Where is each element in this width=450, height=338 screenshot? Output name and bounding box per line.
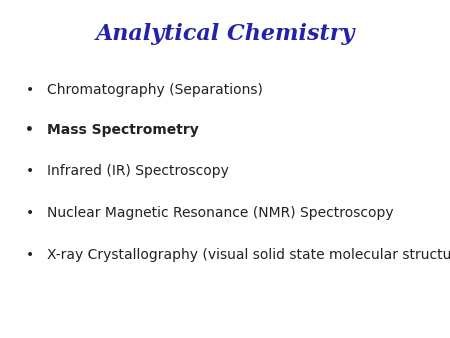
Text: Mass Spectrometry: Mass Spectrometry — [47, 123, 199, 137]
Text: •: • — [26, 206, 34, 220]
Text: X-ray Crystallography (visual solid state molecular structure): X-ray Crystallography (visual solid stat… — [47, 248, 450, 262]
Text: Chromatography (Separations): Chromatography (Separations) — [47, 82, 263, 97]
Text: •: • — [26, 248, 34, 262]
Text: Nuclear Magnetic Resonance (NMR) Spectroscopy: Nuclear Magnetic Resonance (NMR) Spectro… — [47, 206, 394, 220]
Text: Infrared (IR) Spectroscopy: Infrared (IR) Spectroscopy — [47, 164, 229, 178]
Text: •: • — [26, 82, 34, 97]
Text: •: • — [26, 164, 34, 178]
Text: •: • — [25, 123, 34, 137]
Text: Analytical Chemistry: Analytical Chemistry — [95, 23, 355, 45]
